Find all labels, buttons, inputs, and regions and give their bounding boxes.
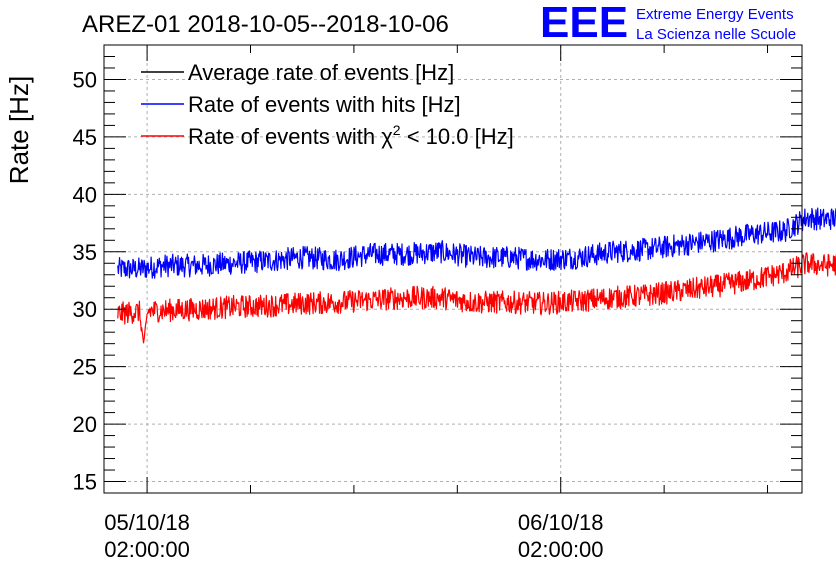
y-tick-label: 25 [73, 355, 97, 380]
y-tick-label: 35 [73, 240, 97, 265]
chart-title: AREZ-01 2018-10-05--2018-10-06 [82, 11, 449, 38]
x-tick-label-date: 06/10/18 [518, 510, 604, 535]
logo-mark: EEE [540, 0, 628, 47]
y-tick-label: 45 [73, 125, 97, 150]
y-tick-labels: 15 20 25 30 35 40 45 50 [73, 67, 97, 494]
axis-ticks [104, 44, 802, 494]
legend-label-chi2: Rate of events with χ2 < 10.0 [Hz] [188, 122, 514, 149]
series-layer [117, 207, 836, 344]
x-tick-label-date: 05/10/18 [104, 510, 190, 535]
y-tick-label: 50 [73, 67, 97, 92]
logo-line-1: Extreme Energy Events [636, 6, 794, 23]
legend-chi2-sup: 2 [393, 122, 401, 138]
y-tick-label: 20 [73, 412, 97, 437]
x-tick-label-time: 02:00:00 [104, 537, 190, 562]
eee-logo: EEE Extreme Energy Events La Scienza nel… [540, 0, 796, 47]
logo-line-2: La Scienza nelle Scuole [636, 26, 796, 43]
series-hits-line [117, 207, 836, 279]
x-tick-label-time: 02:00:00 [518, 537, 604, 562]
y-axis-label: Rate [Hz] [4, 76, 34, 184]
plot-frame [103, 44, 803, 494]
legend-chi2-symbol: χ [381, 124, 393, 149]
y-tick-label: 40 [73, 182, 97, 207]
y-tick-label: 30 [73, 297, 97, 322]
series-chi2-line [117, 252, 836, 344]
legend-label-average: Average rate of events [Hz] [188, 60, 454, 85]
legend-label-hits: Rate of events with hits [Hz] [188, 92, 461, 117]
legend: Average rate of events [Hz] Rate of even… [141, 60, 514, 149]
legend-chi2-suffix: < 10.0 [Hz] [401, 124, 514, 149]
y-tick-label: 15 [73, 470, 97, 495]
legend-chi2-prefix: Rate of events with [188, 124, 381, 149]
